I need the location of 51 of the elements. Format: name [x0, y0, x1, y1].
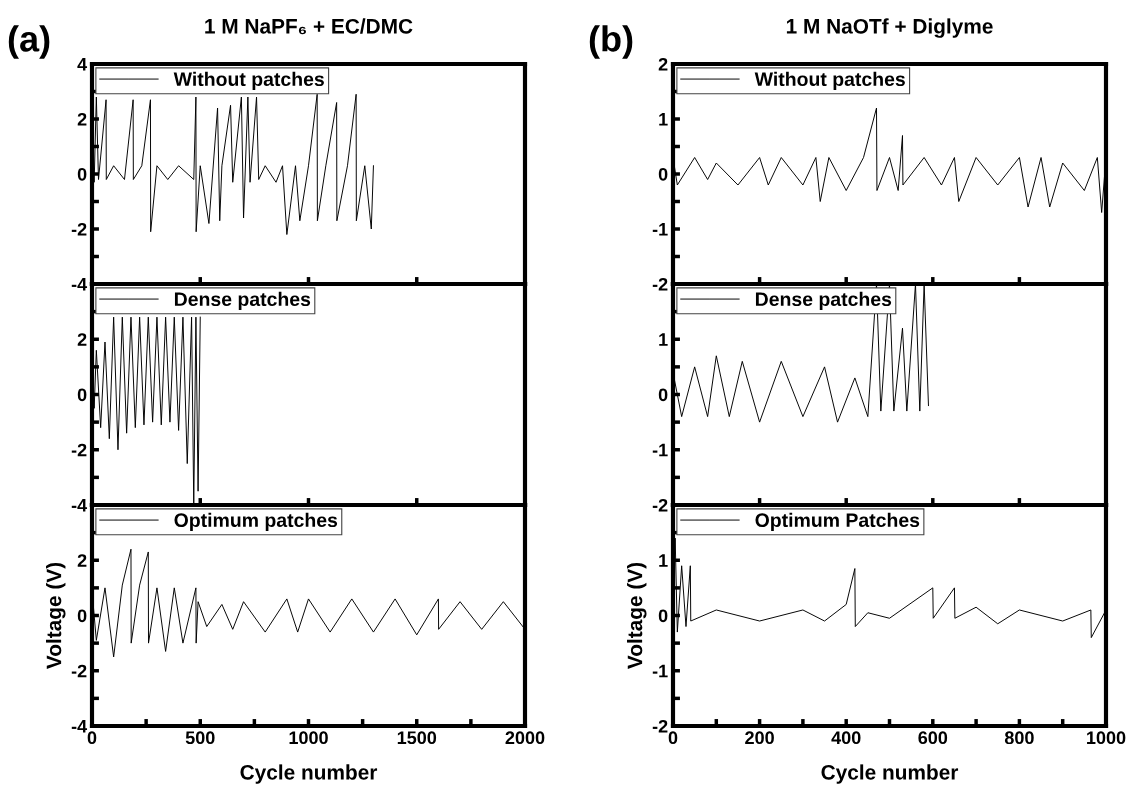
x-tick-label: 200 [745, 731, 774, 745]
y-tick-label: -4 [71, 499, 88, 512]
legend-label: Dense patches [755, 291, 892, 310]
y-tick-label: 1 [659, 333, 668, 346]
legend-label: Dense patches [174, 291, 311, 310]
y-tick-label: -1 [652, 443, 668, 457]
y-tick-label: 0 [658, 388, 668, 402]
x-tick-label: 2000 [505, 731, 545, 745]
y-tick-label: 0 [77, 388, 87, 402]
y-tick-label: 2 [658, 57, 668, 71]
legend-label: Optimum patches [174, 512, 338, 531]
legend-label: Optimum Patches [755, 512, 920, 531]
legend-label: Without patches [754, 71, 905, 90]
y-tick-label: -2 [71, 664, 87, 678]
x-axis-title: Cycle number [240, 764, 378, 784]
x-tick-label: 1000 [289, 731, 328, 745]
x-axis-title: Cycle number [821, 764, 959, 784]
y-axis-title: Voltage (V) [627, 562, 647, 669]
y-tick-label: 1 [659, 554, 668, 567]
y-tick-label: 0 [77, 167, 87, 181]
x-tick-label: 500 [185, 731, 215, 745]
y-tick-label: -2 [71, 443, 87, 457]
chart-title: 1 M NaPF₆ + EC/DMC [205, 18, 413, 35]
y-tick-label: 4 [77, 58, 88, 71]
y-tick-label: -4 [71, 278, 88, 291]
y-tick-label: -2 [71, 222, 87, 236]
y-tick-label: 0 [658, 167, 668, 181]
y-tick-label: -4 [71, 720, 88, 733]
y-tick-label: -2 [652, 719, 668, 733]
y-tick-label: -2 [652, 277, 668, 291]
y-tick-label: 2 [77, 112, 87, 126]
x-tick-label: 1500 [397, 731, 437, 745]
y-tick-label: 1 [659, 113, 668, 126]
x-tick-label: 1000 [1087, 731, 1126, 745]
y-tick-label: -2 [652, 498, 668, 512]
y-tick-label: 0 [77, 609, 87, 623]
x-tick-label: 400 [831, 731, 861, 745]
text: (a) [8, 25, 50, 59]
y-tick-label: -1 [652, 223, 668, 236]
y-tick-label: 2 [77, 333, 87, 346]
legend-label: Without patches [173, 71, 324, 90]
y-axis-title: Voltage (V) [46, 562, 66, 669]
x-tick-label: 0 [87, 731, 97, 745]
chart-title: 1 M NaOTf + Diglyme [786, 18, 993, 38]
x-tick-label: 600 [918, 731, 948, 745]
x-tick-label: 800 [1004, 731, 1034, 745]
text: (b) [589, 25, 633, 59]
y-tick-label: -1 [652, 664, 668, 678]
x-tick-label: 0 [668, 731, 678, 745]
y-tick-label: 2 [77, 554, 87, 567]
y-tick-label: 0 [658, 609, 668, 623]
